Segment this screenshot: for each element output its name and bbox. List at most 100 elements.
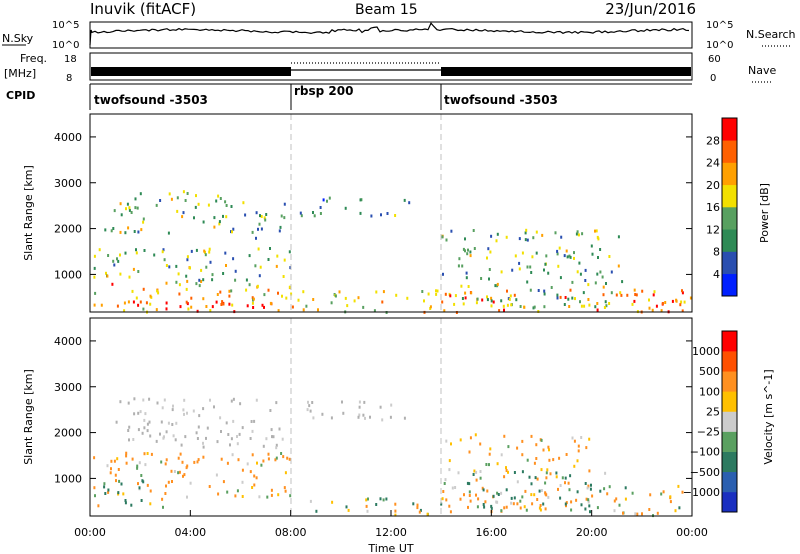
scatter-cell — [615, 293, 618, 297]
power-colorbar: 28 24 20 16 12 8 4 — [706, 117, 738, 297]
scatter-cell — [163, 435, 165, 439]
scatter-cell — [358, 400, 361, 404]
scatter-cell — [681, 309, 684, 313]
scatter-cell — [195, 194, 197, 198]
scatter-cell — [250, 420, 253, 423]
scatter-cell — [444, 292, 447, 296]
scatter-cell — [633, 288, 636, 292]
scatter-cell — [124, 251, 127, 255]
scatter-cell — [573, 251, 575, 255]
scatter-cell — [299, 211, 302, 215]
scatter-cell — [209, 309, 212, 312]
scatter-cell — [180, 443, 183, 447]
scatter-cell — [164, 492, 167, 495]
scatter-cell — [275, 446, 278, 450]
colorbar-tick-label: 16 — [706, 201, 720, 214]
scatter-cell — [113, 459, 116, 463]
scatter-cell — [162, 248, 165, 252]
scatter-cell — [490, 299, 493, 303]
scatter-cell — [575, 232, 578, 236]
scatter-cell — [389, 415, 392, 419]
scatter-cell — [569, 474, 572, 478]
scatter-cell — [580, 304, 583, 308]
scatter-cell — [470, 291, 473, 295]
colorbar-tick-label: −100 — [690, 446, 720, 459]
scatter-cell — [577, 449, 580, 453]
scatter-cell — [220, 303, 223, 306]
scatter-cell — [375, 503, 378, 506]
scatter-cell — [208, 250, 211, 254]
scatter-cell — [175, 280, 178, 284]
scatter-cell — [288, 457, 291, 461]
scatter-cell — [125, 461, 128, 465]
scatter-cell — [489, 250, 492, 254]
colorbar-tick-label: 100 — [699, 385, 720, 398]
cpid-segment-1: twofsound -3503 — [94, 93, 208, 107]
scatter-cell — [535, 457, 538, 460]
scatter-cell — [689, 296, 692, 300]
scatter-cell — [554, 231, 557, 235]
scatter-cell — [588, 303, 591, 307]
scatter-cell — [118, 479, 121, 483]
scatter-cell — [211, 278, 214, 282]
scatter-cell — [469, 250, 472, 254]
scatter-cell — [486, 295, 488, 299]
scatter-cell — [179, 305, 182, 309]
scatter-cell — [119, 400, 122, 404]
scatter-cell — [587, 498, 590, 502]
colorbar-swatch — [722, 371, 737, 392]
scatter-cell — [577, 233, 580, 237]
scatter-cell — [128, 275, 131, 279]
scatter-cell — [442, 490, 445, 493]
scatter-cell — [427, 292, 430, 296]
scatter-cell — [137, 428, 140, 432]
scatter-cell — [132, 300, 135, 304]
scatter-cell — [624, 486, 627, 490]
scatter-cell — [229, 443, 231, 447]
scatter-cell — [281, 437, 284, 441]
scatter-cell — [579, 300, 581, 304]
scatter-cell — [153, 253, 156, 257]
scatter-cell — [564, 296, 567, 299]
scatter-cell — [624, 497, 627, 501]
scatter-cell — [528, 475, 531, 479]
scatter-cell — [161, 250, 164, 254]
scatter-cell — [449, 294, 452, 298]
x-axis-label: Time UT — [367, 542, 413, 554]
scatter-cell — [362, 305, 365, 309]
colorbar-tick-label: 4 — [713, 268, 720, 281]
scatter-cell — [516, 446, 519, 450]
scatter-cell — [604, 300, 607, 304]
scatter-cell — [341, 400, 343, 404]
scatter-cell — [221, 300, 224, 304]
scatter-cell — [516, 502, 519, 506]
scatter-cell — [225, 215, 228, 219]
scatter-cell — [367, 497, 369, 501]
scatter-cell — [262, 444, 265, 448]
scatter-cell — [363, 400, 366, 404]
scatter-cell — [543, 305, 546, 309]
scatter-cell — [394, 513, 397, 517]
scatter-cell — [426, 512, 429, 516]
scatter-cell — [584, 507, 587, 511]
scatter-cell — [521, 453, 524, 457]
scatter-cell — [111, 282, 114, 286]
scatter-cell — [128, 206, 131, 210]
scatter-cell — [559, 484, 562, 487]
scatter-cell — [269, 409, 272, 412]
scatter-cell — [246, 304, 249, 308]
scatter-cell — [588, 504, 591, 508]
scatter-cell — [165, 301, 168, 305]
scatter-cell — [385, 497, 388, 501]
noise-panel-frame — [89, 21, 693, 49]
scatter-cell — [496, 500, 499, 504]
scatter-cell — [267, 452, 270, 456]
scatter-cell — [104, 492, 107, 495]
scatter-cell — [234, 269, 237, 273]
scatter-cell — [261, 303, 264, 307]
scatter-cell — [555, 471, 558, 475]
scatter-cell — [549, 472, 552, 476]
scatter-cell — [535, 230, 538, 234]
scatter-cell — [467, 505, 469, 509]
